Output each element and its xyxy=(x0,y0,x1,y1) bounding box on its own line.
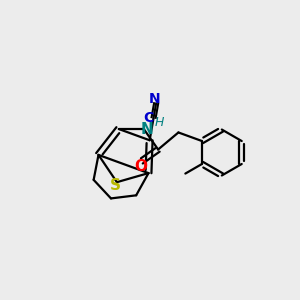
Text: C: C xyxy=(143,111,153,125)
Text: N: N xyxy=(141,122,154,136)
Text: H: H xyxy=(154,116,164,129)
Text: N: N xyxy=(149,92,160,106)
Text: O: O xyxy=(135,159,148,174)
Text: S: S xyxy=(110,178,121,193)
